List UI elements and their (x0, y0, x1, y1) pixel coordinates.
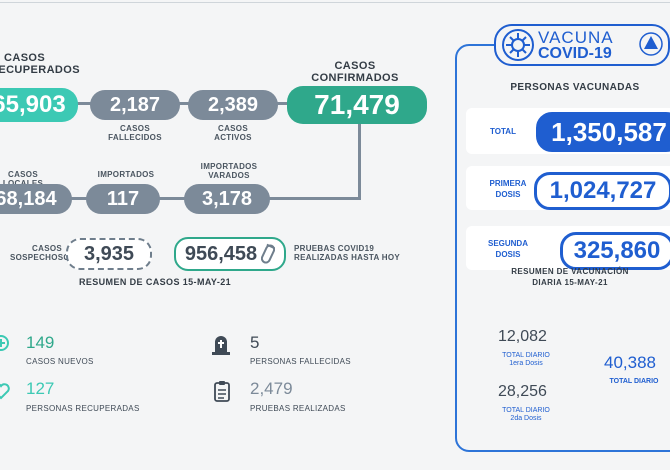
stranded-value: 3,178 (201, 187, 253, 210)
local-value: 68,184 (0, 187, 57, 210)
deaths-summary-value: 5 (250, 333, 260, 352)
tests-value: 956,458 (184, 242, 258, 265)
heart-icon (0, 383, 10, 400)
deaths-label: CASOS FALLECIDOS (108, 124, 162, 142)
new-cases-label: CASOS NUEVOS (26, 357, 94, 366)
tests-summary-value: 2,479 (250, 379, 293, 398)
coat-of-arms-icon (639, 32, 663, 56)
first-dose-pill: 1,024,727 (534, 172, 670, 210)
total-label: TOTAL (490, 127, 516, 136)
first-dose-label: PRIMERA DOSIS (489, 179, 527, 199)
connector-vertical (358, 122, 361, 200)
tests-label: PRUEBAS COVID19 REALIZADAS HASTA HOY (294, 244, 400, 262)
virus-icon (502, 29, 534, 61)
tombstone-icon (212, 336, 230, 355)
summary-title: RESUMEN DE CASOS 15-MAY-21 (78, 277, 232, 287)
local-pill: 68,184 (0, 184, 72, 214)
top-divider (0, 2, 670, 3)
imported-label: IMPORTADOS (97, 170, 155, 179)
imported-pill: 117 (86, 184, 160, 214)
stranded-label: IMPORTADOS VARADOS (200, 162, 258, 180)
imported-value: 117 (106, 187, 140, 210)
connector-horizontal (0, 197, 361, 200)
deaths-pill: 2,187 (90, 90, 180, 120)
second-dose-label: SEGUNDA DOSIS (487, 239, 528, 259)
daily-second-label: TOTAL DIARIO 2da Dosis (502, 407, 550, 422)
test-tube-icon (261, 243, 276, 264)
tests-box: 956,458 (174, 237, 286, 271)
tests-summary-label: PRUEBAS REALIZADAS (250, 404, 346, 413)
daily-total-value: 40,388 (604, 353, 656, 372)
active-label: CASOS ACTIVOS (214, 124, 252, 142)
active-pill: 2,389 (188, 90, 278, 120)
second-dose-pill: 325,860 (560, 232, 670, 270)
confirmed-label: CASOS CONFIRMADOS (311, 60, 399, 84)
second-dose-value: 325,860 (573, 237, 661, 264)
clipboard-icon (214, 381, 230, 402)
daily-first-label: TOTAL DIARIO 1era Dosis (502, 352, 550, 367)
deaths-value: 2,187 (109, 93, 161, 116)
suspected-box: 3,935 (66, 238, 152, 270)
total-value: 1,350,587 (551, 116, 667, 147)
confirmed-value: 71,479 (314, 89, 400, 120)
first-dose-value: 1,024,727 (549, 177, 657, 204)
daily-total-label: TOTAL DIARIO (609, 378, 659, 385)
daily-vaccination-title: RESUMEN DE VACUNACIÓN DIARIA 15-MAY-21 (511, 267, 629, 287)
recovered-value: 65,903 (0, 91, 66, 118)
logo-text-2: COVID-19 (538, 45, 612, 62)
logo-text-1: VACUNA (538, 28, 614, 47)
recovered-summary-label: PERSONAS RECUPERADAS (26, 404, 140, 413)
confirmed-pill: 71,479 (287, 86, 427, 124)
vaccine-logo: VACUNA COVID-19 (494, 24, 670, 66)
active-value: 2,389 (207, 93, 259, 116)
new-cases-value: 149 (26, 333, 55, 352)
daily-first-value: 12,082 (498, 328, 547, 345)
recovered-summary-value: 127 (26, 379, 55, 398)
total-pill: 1,350,587 (536, 112, 670, 152)
stranded-pill: 3,178 (184, 184, 270, 214)
vaccinated-title: PERSONAS VACUNADAS (510, 82, 640, 93)
daily-second-value: 28,256 (498, 383, 547, 400)
suspected-label: CASOS SOSPECHOSOS (10, 244, 76, 262)
recovered-label: CASOS RECUPERADOS (0, 52, 80, 76)
suspected-value: 3,935 (83, 242, 135, 265)
deaths-summary-label: PERSONAS FALLECIDAS (250, 357, 351, 366)
local-label: CASOS LOCALES (3, 170, 43, 188)
recovered-pill: 65,903 (0, 88, 78, 122)
plus-circle-icon (0, 335, 9, 351)
